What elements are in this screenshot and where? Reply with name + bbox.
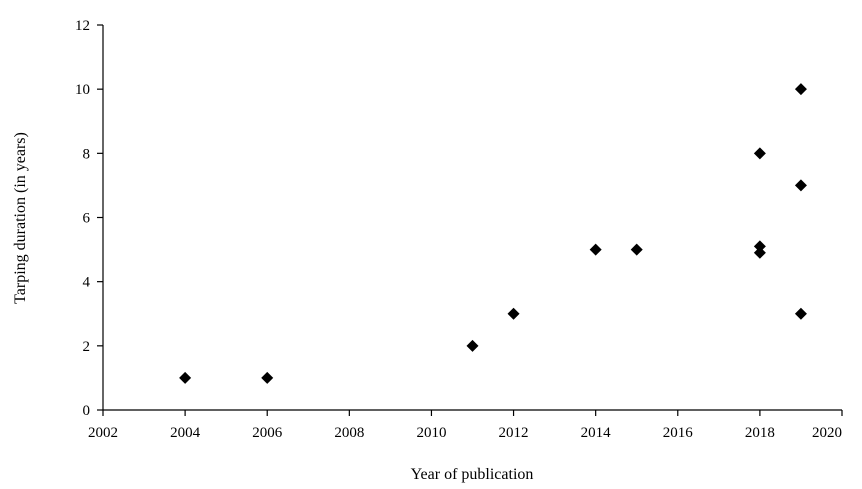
y-tick-label: 12	[75, 18, 90, 34]
data-point	[794, 179, 807, 192]
y-axis-title: Tarping duration (in years)	[12, 132, 29, 304]
data-point	[589, 243, 602, 256]
y-tick-label: 10	[75, 82, 90, 98]
data-point	[261, 371, 274, 384]
y-tick-label: 8	[83, 146, 91, 162]
data-point	[794, 83, 807, 96]
data-point	[753, 246, 766, 259]
y-ticks: 0 2 4 6 8 10 12	[75, 18, 103, 419]
x-tick-label: 2002	[88, 425, 118, 441]
x-tick-label: 2012	[499, 425, 529, 441]
axes	[102, 25, 842, 411]
data-point	[179, 371, 192, 384]
x-ticks: 2002 2004 2006 2008 2010 2012 2014 2016 2018 2020	[88, 410, 843, 441]
x-tick-label: 2020	[812, 425, 842, 441]
y-tick-label: 2	[83, 339, 91, 355]
x-tick-label: 2006	[252, 425, 283, 441]
data-points	[179, 83, 807, 384]
data-point	[466, 339, 479, 352]
y-tick-label: 6	[83, 211, 91, 227]
x-tick-label: 2008	[334, 425, 364, 441]
x-tick-label: 2018	[745, 425, 775, 441]
data-point	[753, 240, 766, 253]
y-tick-label: 0	[83, 403, 91, 419]
y-tick-label: 4	[83, 275, 91, 291]
data-point	[794, 307, 807, 320]
data-point	[753, 147, 766, 160]
x-tick-label: 2014	[581, 425, 612, 441]
data-point	[507, 307, 520, 320]
data-point	[630, 243, 643, 256]
x-axis-title: Year of publication	[411, 466, 534, 483]
x-tick-label: 2004	[170, 425, 201, 441]
x-tick-label: 2016	[663, 425, 694, 441]
x-tick-label: 2010	[416, 425, 446, 441]
